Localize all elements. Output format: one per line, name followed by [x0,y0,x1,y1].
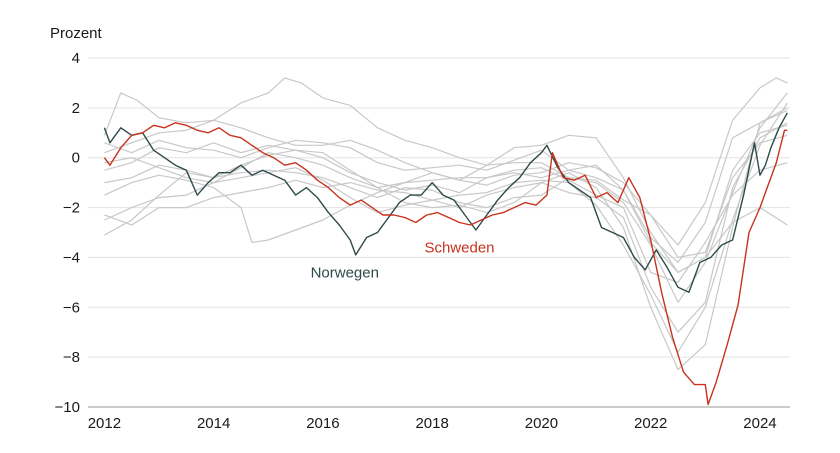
y-tick-label: −10 [55,399,80,416]
y-tick-label: −4 [63,249,80,266]
y-axis-tick-labels: 4 2 0 −2 −4 −6 −8 −10 [55,50,80,416]
x-tick-label: 2014 [197,415,230,432]
x-tick-label: 2018 [415,415,448,432]
x-tick-label: 2016 [306,415,339,432]
y-tick-label: 2 [72,100,80,117]
background-series [103,77,788,371]
background-series-line [103,77,788,246]
background-series-line [104,122,788,333]
series-label-schweden: Schweden [424,239,494,256]
x-tick-label: 2012 [88,415,121,432]
x-tick-label: 2022 [634,415,667,432]
y-tick-label: 4 [72,50,80,67]
background-series-line [104,109,788,263]
highlighted-series [103,112,788,406]
series-line-norwegen [103,112,788,293]
background-series-line [104,164,788,273]
y-tick-label: −8 [63,349,80,366]
series-label-norwegen: Norwegen [311,264,379,281]
x-tick-label: 2024 [743,415,776,432]
y-tick-label: −2 [63,200,80,217]
background-series-line [104,134,788,258]
background-series-line [104,142,788,283]
y-tick-label: 0 [72,150,80,167]
x-axis-tick-labels: 2012 2014 2016 2018 2020 2022 2024 [88,415,777,432]
y-tick-label: −6 [63,299,80,316]
background-series-line [104,102,788,353]
x-tick-label: 2020 [525,415,558,432]
grid-lines [88,57,790,408]
background-series-line [104,107,788,371]
y-axis-unit-label: Prozent [50,25,103,42]
series-line-schweden [103,122,788,406]
series-annotations: Norwegen Schweden [311,239,495,281]
